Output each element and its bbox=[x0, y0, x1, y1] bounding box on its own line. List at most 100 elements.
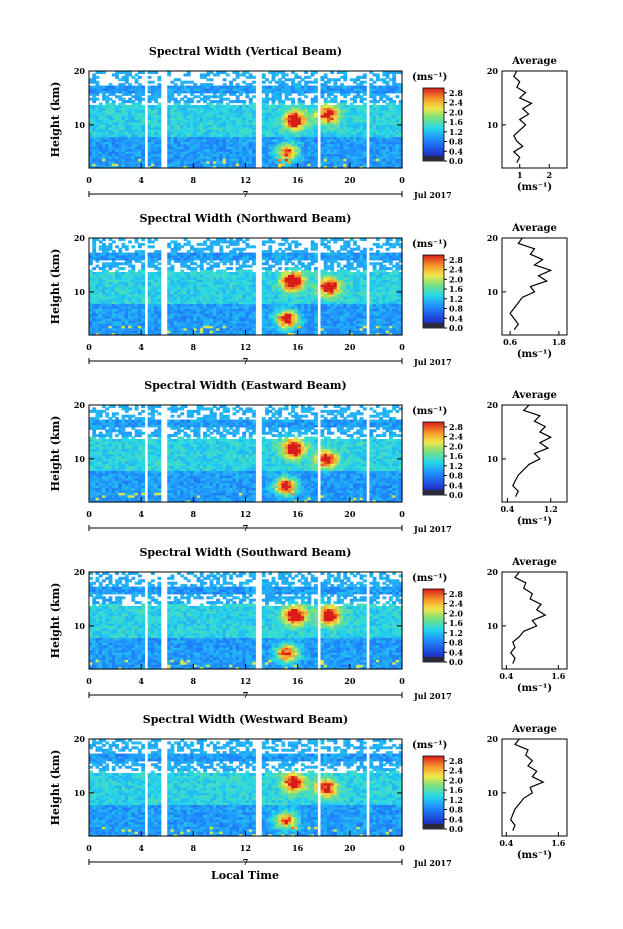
heatmap-cell bbox=[124, 313, 129, 317]
heatmap-cell bbox=[89, 109, 93, 113]
heatmap-cell bbox=[222, 141, 227, 145]
heatmap-cell bbox=[190, 163, 194, 167]
heatmap-cell bbox=[190, 90, 194, 94]
heatmap-cell bbox=[108, 254, 113, 258]
heatmap-cell bbox=[134, 315, 139, 319]
heatmap-cell bbox=[118, 109, 123, 113]
heatmap-cell bbox=[154, 332, 159, 336]
heatmap-cell bbox=[147, 119, 152, 123]
heatmap-cell bbox=[235, 267, 240, 271]
heatmap-cell bbox=[248, 257, 253, 261]
heatmap-cell bbox=[385, 109, 390, 113]
heatmap-cell bbox=[271, 296, 276, 300]
heatmap-cell bbox=[271, 100, 276, 104]
heatmap-cell bbox=[278, 320, 282, 324]
heatmap-cell bbox=[186, 104, 191, 108]
heatmap-cell bbox=[268, 257, 273, 261]
heatmap-cell bbox=[154, 85, 159, 89]
heatmap-cell bbox=[219, 254, 224, 258]
heatmap-cell bbox=[216, 298, 221, 302]
heatmap-cell bbox=[219, 97, 224, 101]
heatmap-cell bbox=[150, 327, 155, 331]
heatmap-cell bbox=[95, 136, 100, 140]
heatmap-cell bbox=[167, 100, 172, 104]
heatmap-cell bbox=[157, 90, 162, 94]
heatmap-cell bbox=[268, 315, 273, 319]
heatmap-cell bbox=[216, 301, 221, 305]
heatmap-cell bbox=[134, 284, 139, 288]
heatmap-cell bbox=[98, 274, 103, 278]
heatmap-cell bbox=[180, 293, 185, 297]
heatmap-cell bbox=[235, 301, 240, 305]
heatmap-cell bbox=[154, 148, 159, 152]
heatmap-cell bbox=[216, 134, 221, 138]
heatmap-cell bbox=[330, 121, 335, 125]
heatmap-cell bbox=[232, 330, 237, 334]
heatmap-cell bbox=[340, 131, 344, 135]
heatmap-cell bbox=[124, 332, 129, 336]
heatmap-cell bbox=[238, 163, 243, 167]
heatmap-cell bbox=[369, 117, 374, 121]
heatmap-cell bbox=[180, 121, 185, 125]
heatmap-cell bbox=[170, 264, 175, 268]
heatmap-cell bbox=[372, 90, 377, 94]
heatmap-cell bbox=[281, 85, 286, 89]
heatmap-cell bbox=[252, 163, 256, 167]
heatmap-cell bbox=[392, 112, 397, 116]
heatmap-cell bbox=[392, 80, 397, 84]
heatmap-cell bbox=[173, 102, 178, 106]
heatmap-cell bbox=[398, 71, 403, 75]
heatmap-cell bbox=[134, 141, 139, 145]
heatmap-cell bbox=[297, 136, 302, 140]
colorbar bbox=[422, 87, 445, 162]
heatmap-cell bbox=[150, 330, 155, 334]
heatmap-cell bbox=[141, 112, 146, 116]
heatmap-cell bbox=[173, 257, 178, 261]
heatmap-cell bbox=[128, 286, 132, 290]
heatmap-cell bbox=[111, 301, 116, 305]
heatmap-cell bbox=[92, 160, 97, 164]
heatmap-cell bbox=[128, 322, 132, 326]
heatmap-cell bbox=[186, 155, 191, 159]
heatmap-cell bbox=[209, 315, 214, 319]
heatmap-cell bbox=[121, 134, 126, 138]
heatmap-cell bbox=[92, 163, 97, 167]
heatmap-cell bbox=[252, 288, 256, 292]
heatmap-cell bbox=[291, 117, 296, 121]
heatmap-cell bbox=[108, 153, 113, 157]
heatmap-cell bbox=[206, 286, 211, 290]
heatmap-cell bbox=[225, 284, 230, 288]
heatmap-cell bbox=[111, 104, 116, 108]
heatmap-cell bbox=[232, 332, 237, 336]
heatmap-cell bbox=[199, 293, 204, 297]
heatmap-cell bbox=[180, 143, 185, 147]
heatmap-cell bbox=[359, 85, 364, 89]
heatmap-cell bbox=[196, 129, 201, 133]
heatmap-cell bbox=[349, 97, 354, 101]
heatmap-cell bbox=[186, 143, 191, 147]
heatmap-cell bbox=[108, 308, 113, 312]
heatmap-cell bbox=[102, 104, 106, 108]
heatmap-cell bbox=[98, 119, 103, 123]
heatmap-cell bbox=[186, 276, 191, 280]
heatmap-cell bbox=[356, 92, 361, 96]
heatmap-cell bbox=[369, 136, 374, 140]
heatmap-cell bbox=[134, 160, 139, 164]
heatmap-cell bbox=[167, 92, 172, 96]
heatmap-cell bbox=[131, 102, 136, 106]
heatmap-cell bbox=[274, 148, 279, 152]
heatmap-cell bbox=[111, 100, 116, 104]
heatmap-cell bbox=[183, 112, 188, 116]
heatmap-cell bbox=[108, 313, 113, 317]
heatmap-cell bbox=[398, 83, 403, 87]
heatmap-cell bbox=[300, 153, 305, 157]
heatmap-cell bbox=[102, 305, 106, 309]
heatmap-cell bbox=[154, 267, 159, 271]
heatmap-cell bbox=[219, 279, 224, 283]
heatmap-cell bbox=[105, 136, 110, 140]
heatmap-cell bbox=[398, 85, 403, 89]
average-x-label: (ms⁻¹) bbox=[517, 182, 552, 193]
heatmap-cell bbox=[356, 78, 361, 82]
heatmap-cell bbox=[245, 143, 250, 147]
heatmap-cell bbox=[190, 274, 194, 278]
